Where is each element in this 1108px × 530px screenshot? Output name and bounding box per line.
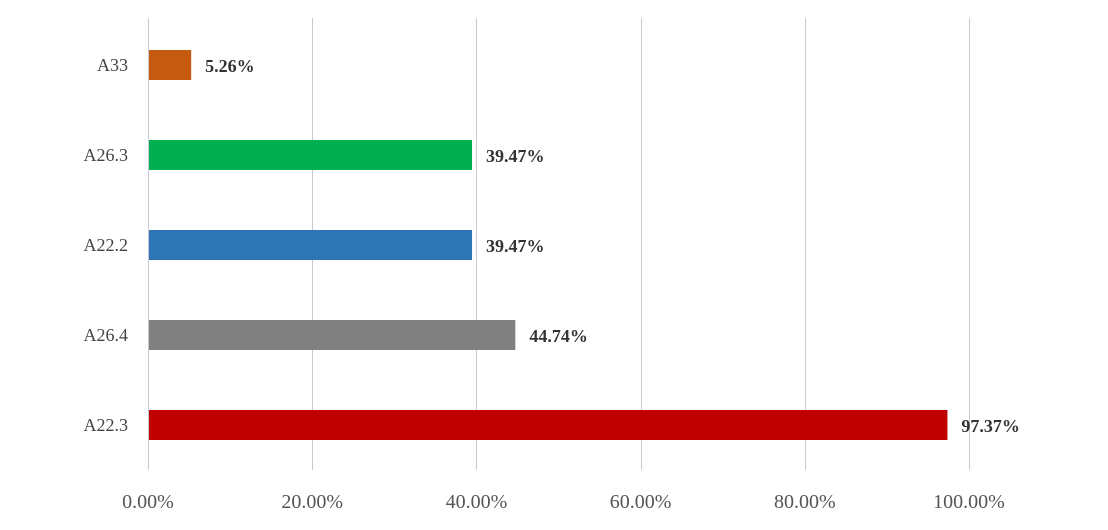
x-tick-label: 20.00% <box>281 491 343 513</box>
category-label: A26.4 <box>84 325 129 345</box>
category-label: A22.2 <box>84 235 129 255</box>
bar-a33 <box>149 50 192 80</box>
x-tick-label: 100.00% <box>933 491 1005 513</box>
bar-a26-4 <box>149 320 516 350</box>
x-tick-label: 80.00% <box>774 491 836 513</box>
data-label: 97.37% <box>961 416 1020 436</box>
data-label: 5.26% <box>205 56 255 76</box>
category-label: A22.3 <box>84 415 129 435</box>
x-tick-label: 60.00% <box>610 491 672 513</box>
x-tick-label: 0.00% <box>122 491 174 513</box>
data-label: 39.47% <box>486 236 545 256</box>
bar-a22-3 <box>149 410 948 440</box>
x-tick-label: 40.00% <box>446 491 508 513</box>
bar-a22-2 <box>149 230 473 260</box>
category-label: A26.3 <box>84 145 129 165</box>
data-label: 44.74% <box>529 326 588 346</box>
category-label: A33 <box>97 55 128 75</box>
data-label: 39.47% <box>486 146 545 166</box>
bar-a26-3 <box>149 140 473 170</box>
